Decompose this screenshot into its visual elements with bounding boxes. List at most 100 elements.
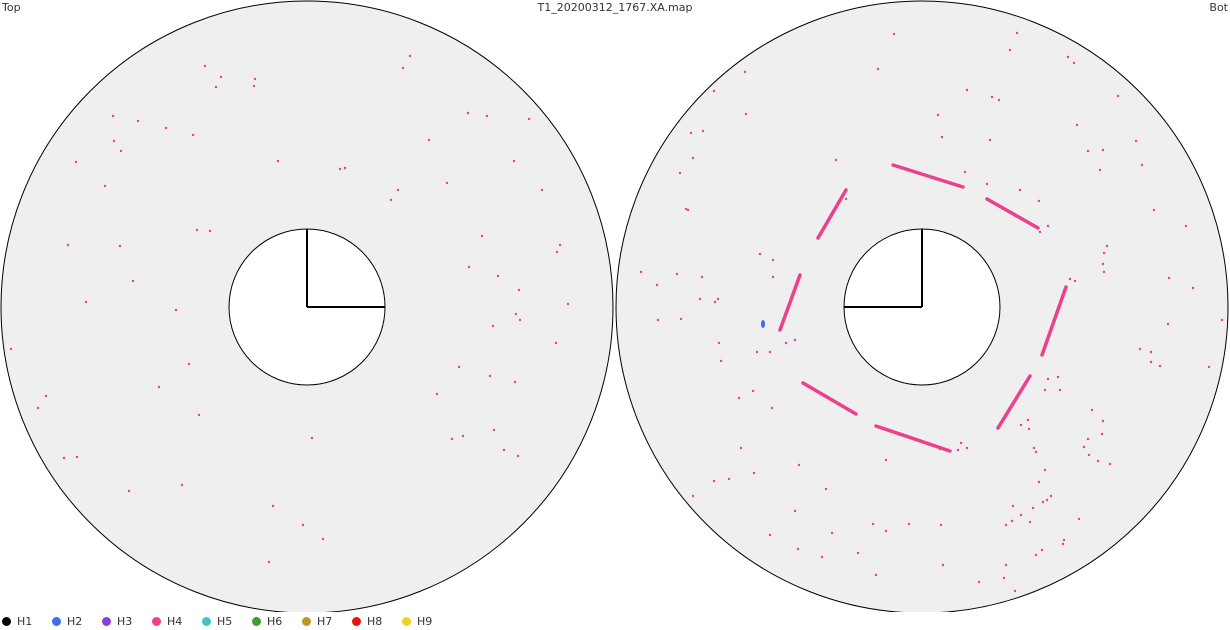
defect-point — [1004, 563, 1008, 567]
defect-point — [874, 573, 878, 577]
defect-point — [1040, 548, 1044, 552]
defect-point — [401, 66, 405, 70]
defect-point — [1061, 542, 1065, 546]
defect-point — [252, 84, 256, 88]
defect-point — [276, 159, 280, 163]
defect-point — [679, 317, 683, 321]
defect-point — [713, 300, 717, 304]
defect-point — [44, 394, 48, 398]
class-legend: H1 H2 H3 H4 H5 H6 H7 H8 H9 — [0, 613, 450, 629]
defect-point — [824, 487, 828, 491]
defect-point — [1062, 538, 1066, 542]
legend-item-h1: H1 — [0, 613, 50, 629]
defect-point — [716, 297, 720, 301]
map-title: T1_20200312_1767.XA.map — [537, 1, 693, 14]
defect-point — [939, 523, 943, 527]
defect-streak — [801, 381, 858, 416]
defect-point — [1077, 517, 1081, 521]
legend-color-swatch — [2, 616, 11, 626]
defect-point — [112, 139, 116, 143]
defect-point — [956, 448, 960, 452]
defect-point — [271, 504, 275, 508]
defect-point — [1105, 244, 1109, 248]
defect-point — [830, 531, 834, 535]
defect-point — [907, 522, 911, 526]
defect-point — [965, 88, 969, 92]
defect-point — [131, 279, 135, 283]
defect-point — [744, 112, 748, 116]
defect-point — [1134, 139, 1138, 143]
defect-point — [103, 184, 107, 188]
defect-point — [770, 406, 774, 410]
defect-point — [1098, 168, 1102, 172]
defect-point — [62, 456, 66, 460]
legend-label: H3 — [117, 614, 133, 628]
legend-color-swatch — [252, 616, 261, 626]
defect-point — [1046, 377, 1050, 381]
defect-point — [36, 406, 40, 410]
defect-point — [491, 324, 495, 328]
defect-point — [1015, 31, 1019, 35]
defect-point — [1072, 61, 1076, 65]
defect-point — [191, 133, 195, 137]
defect-point — [691, 494, 695, 498]
legend-item-h6: H6 — [250, 613, 300, 629]
defect-point — [684, 207, 688, 211]
defect-point — [396, 188, 400, 192]
defect-point — [793, 338, 797, 342]
defect-point — [1073, 279, 1077, 283]
defect-point — [310, 436, 314, 440]
defect-point — [743, 70, 747, 74]
defect-point — [1038, 230, 1042, 234]
defect-point — [1138, 347, 1142, 351]
defect-point — [516, 454, 520, 458]
defect-point — [1191, 286, 1195, 290]
defect-point — [164, 126, 168, 130]
defect-point — [496, 274, 500, 278]
defect-point — [566, 302, 570, 306]
defect-point — [427, 138, 431, 142]
legend-item-h2: H2 — [50, 613, 100, 629]
defect-point — [1158, 364, 1162, 368]
defect-point — [876, 67, 880, 71]
defect-point — [1090, 408, 1094, 412]
defect-point — [343, 166, 347, 170]
defect-point — [466, 111, 470, 115]
defect-point — [540, 188, 544, 192]
defect-point — [174, 308, 178, 312]
defect-point — [253, 77, 257, 81]
defect-streak — [996, 374, 1032, 430]
defect-point — [988, 138, 992, 142]
defect-point — [784, 341, 788, 345]
defect-point — [689, 131, 693, 135]
legend-color-swatch — [402, 616, 411, 626]
defect-point — [450, 437, 454, 441]
defect-point — [488, 374, 492, 378]
defect-point — [127, 489, 131, 493]
defect-point — [492, 428, 496, 432]
defect-point — [180, 483, 184, 487]
defect-point — [965, 446, 969, 450]
defect-point — [1056, 375, 1060, 379]
defect-point — [884, 458, 888, 462]
defect-point — [1108, 462, 1112, 466]
defect-point — [739, 446, 743, 450]
defect-point — [678, 171, 682, 175]
defect-point — [338, 167, 342, 171]
defect-point — [1220, 318, 1224, 322]
defect-point — [527, 117, 531, 121]
defect-point — [793, 509, 797, 513]
defect-point — [219, 75, 223, 79]
defect-point — [1086, 149, 1090, 153]
defect-point — [1045, 498, 1049, 502]
defect-point — [997, 98, 1001, 102]
defect-point — [1075, 123, 1079, 127]
defect-point — [1149, 360, 1153, 364]
defect-point — [1082, 445, 1086, 449]
defect-point — [1031, 506, 1035, 510]
disc-maps — [0, 0, 1229, 612]
defect-point — [119, 149, 123, 153]
defect-point — [639, 270, 643, 274]
defect-point — [1043, 388, 1047, 392]
defect-point — [691, 156, 695, 160]
